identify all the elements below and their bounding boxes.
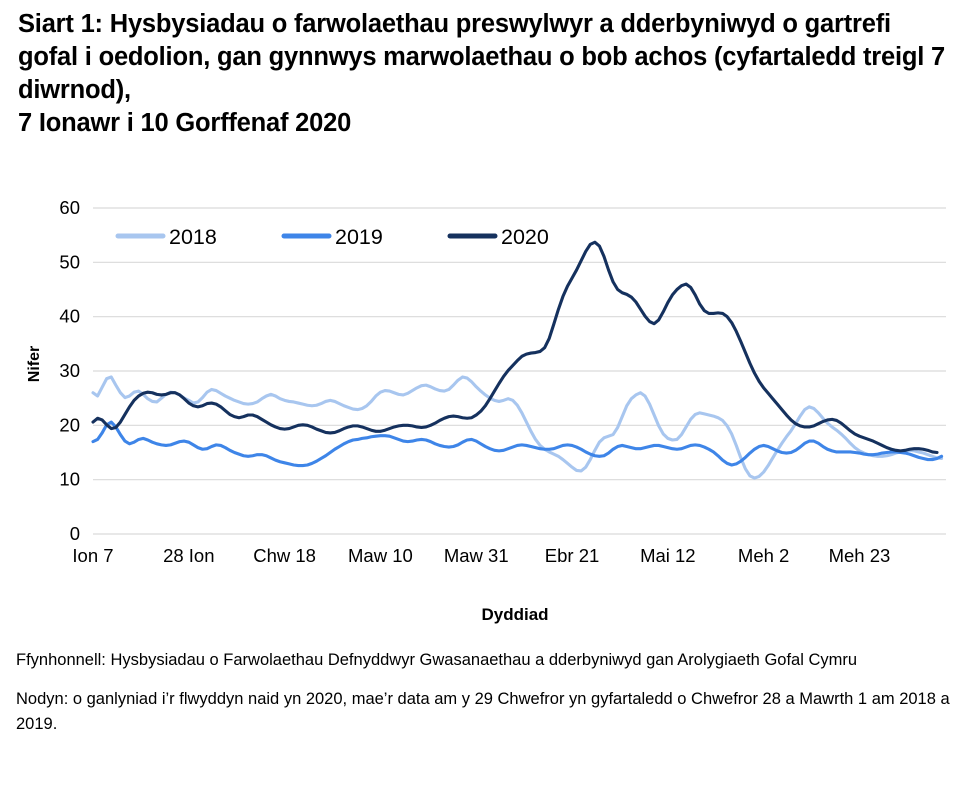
chart-notes: Ffynhonnell: Hysbysiadau o Farwolaethau … — [16, 648, 951, 737]
x-axis-tick-label: Mai 12 — [640, 545, 696, 566]
leap-year-note: Nodyn: o ganlyniad i’r flwyddyn naid yn … — [16, 690, 950, 733]
x-axis-tick-label: Chw 18 — [253, 545, 316, 566]
x-axis-tick-label: Maw 10 — [348, 545, 413, 566]
x-axis-tick-label: Meh 2 — [738, 545, 789, 566]
x-axis-tick-label: Meh 23 — [829, 545, 891, 566]
source-note: Ffynhonnell: Hysbysiadau o Farwolaethau … — [16, 651, 858, 669]
x-axis-tick-label: Maw 31 — [444, 545, 509, 566]
y-axis-tick-label: 10 — [59, 469, 80, 490]
series-line-2018 — [91, 375, 944, 480]
legend-label-2020: 2020 — [501, 225, 549, 249]
legend-label-2018: 2018 — [169, 225, 217, 249]
y-axis-tick-label: 60 — [59, 197, 80, 218]
y-axis-tick-label: 50 — [59, 251, 80, 272]
y-axis-tick-label: 0 — [70, 523, 80, 544]
y-axis-title: Nifer — [26, 345, 43, 383]
line-chart: 0 10 20 30 40 50 60 Ion 7 28 Ion Chw 18 Maw 10 Maw … — [59, 197, 946, 566]
series-line-2020 — [91, 240, 939, 455]
y-axis-tick-label: 20 — [59, 414, 80, 435]
y-axis-tick-label: 40 — [59, 306, 80, 327]
x-axis-tick-label: Ion 7 — [72, 545, 113, 566]
chart-plot-area: 0 10 20 30 40 50 60 Ion 7 28 Ion Chw 18 Maw 10 Maw … — [0, 196, 966, 596]
y-axis-tick-label: 30 — [59, 360, 80, 381]
x-axis-tick-label: 28 Ion — [163, 545, 214, 566]
x-axis-tick-label: Ebr 21 — [545, 545, 600, 566]
page-title: Siart 1: Hysbysiadau o farwolaethau pres… — [18, 10, 946, 137]
x-axis-title: Dyddiad — [481, 605, 549, 624]
legend-label-2019: 2019 — [335, 225, 383, 249]
series-line-2019 — [91, 420, 944, 468]
